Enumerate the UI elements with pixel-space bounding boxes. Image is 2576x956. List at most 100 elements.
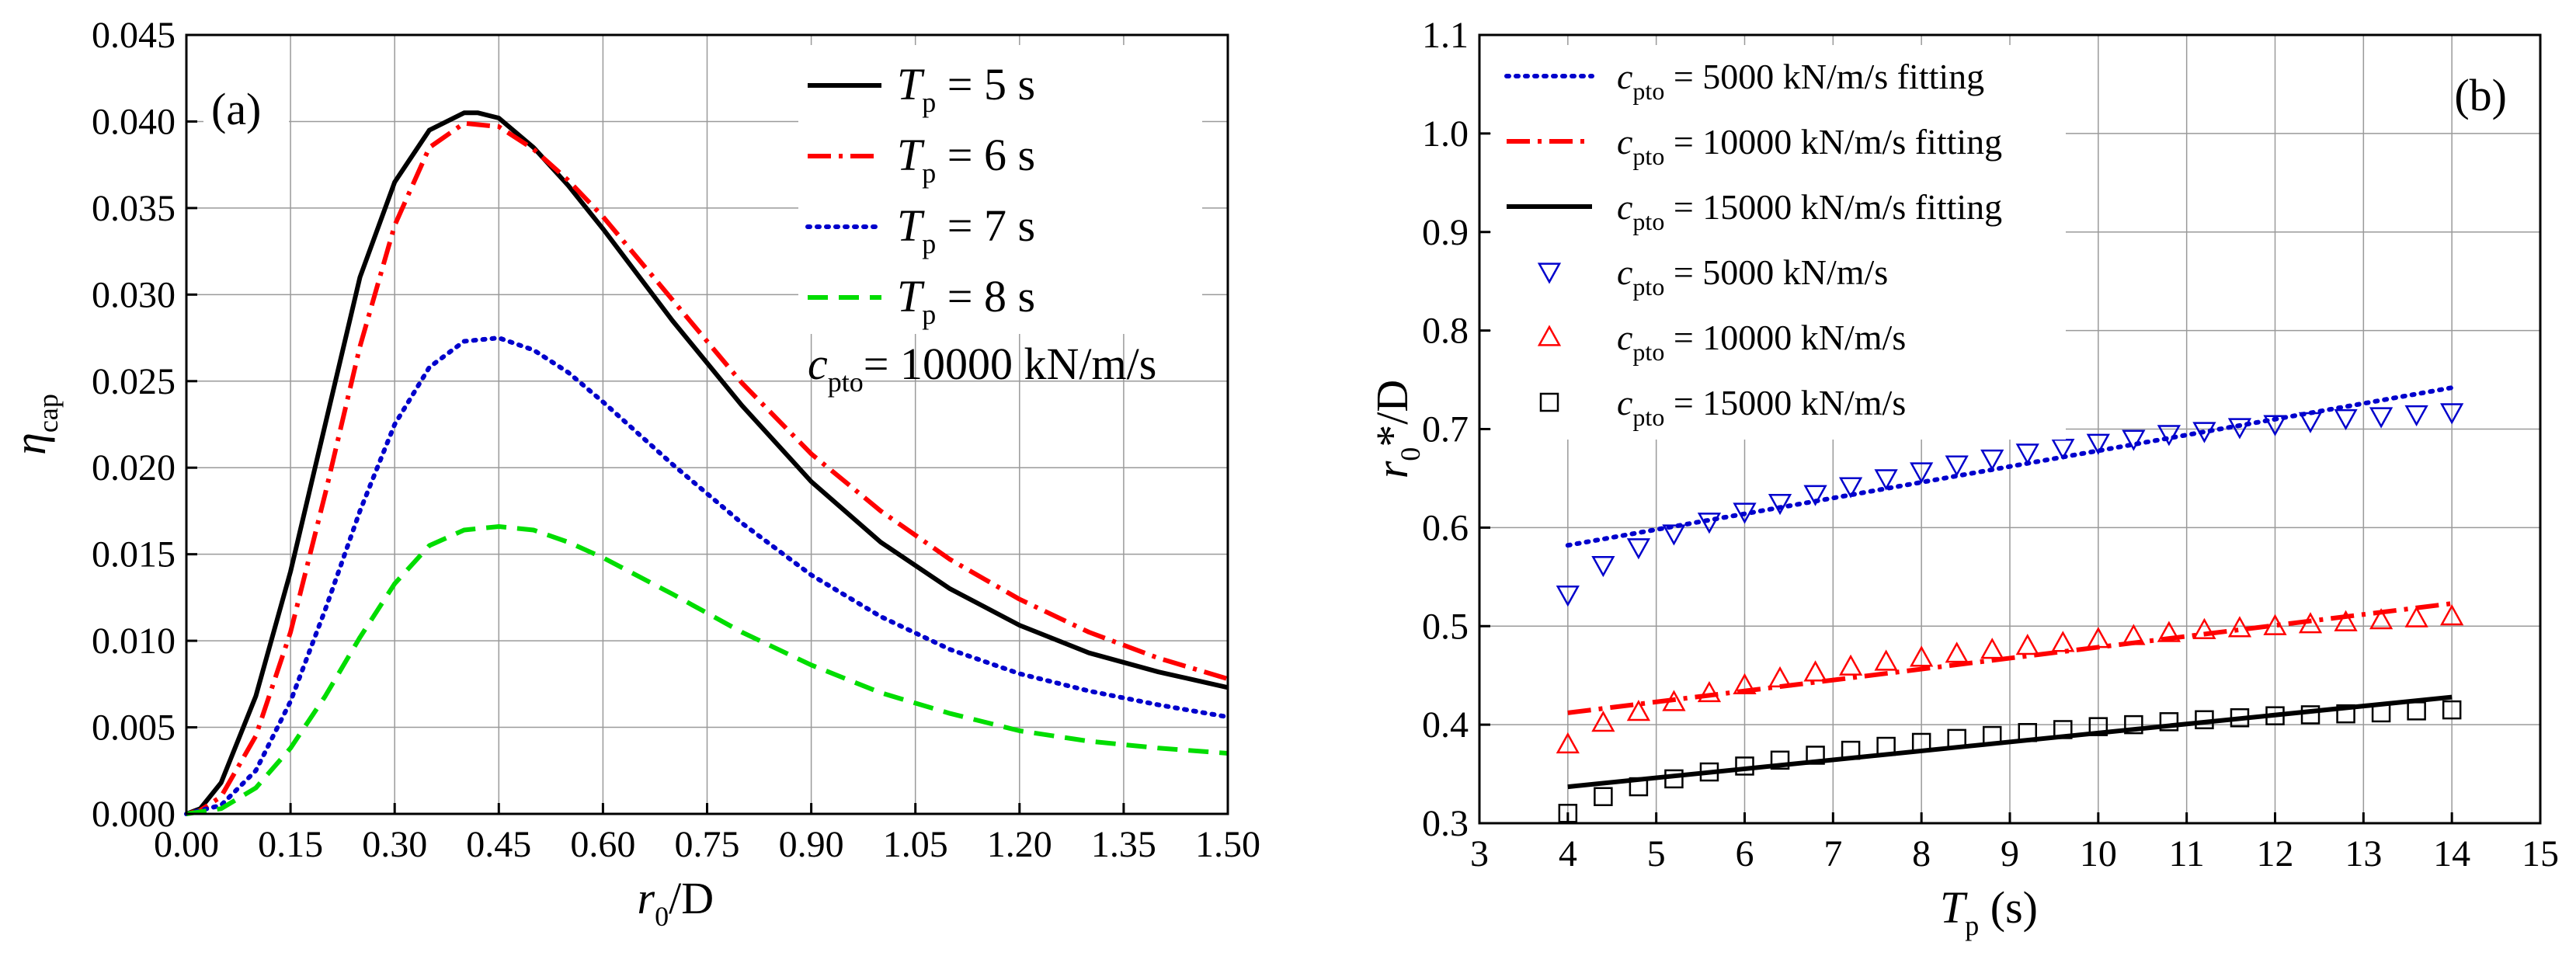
scatter-point xyxy=(2124,714,2143,735)
scatter-point xyxy=(1803,485,1827,506)
scatter-point xyxy=(2298,612,2323,634)
series-line xyxy=(186,524,1229,816)
legend-marker xyxy=(1537,325,1562,346)
scatter-point xyxy=(1945,641,1969,663)
scatter-point xyxy=(2334,408,2358,431)
scatter-point xyxy=(2227,616,2252,638)
scatter-point xyxy=(2192,617,2216,639)
scatter-point xyxy=(2051,631,2075,652)
scatter-point xyxy=(2440,603,2464,626)
x-tick-label: 1.20 xyxy=(987,824,1052,865)
scatter-point xyxy=(2407,701,2426,721)
y-tick-label: 0.000 xyxy=(92,794,176,835)
x-tick-label: 0.00 xyxy=(154,824,219,865)
x-tick-label: 5 xyxy=(1647,833,1666,874)
scatter-point xyxy=(2334,610,2358,631)
panel-label: (a) xyxy=(211,84,261,134)
scatter-point xyxy=(2336,704,2355,724)
x-tick-label: 0.30 xyxy=(362,824,427,865)
scatter-point xyxy=(1945,455,1969,477)
scatter-point xyxy=(1911,732,1931,753)
scatter-point xyxy=(1594,787,1613,806)
scatter-point xyxy=(1733,673,1757,695)
scatter-point xyxy=(1733,502,1757,524)
scatter-point xyxy=(2086,433,2110,455)
legend-box xyxy=(798,45,1202,334)
scatter-point xyxy=(1806,746,1825,765)
scatter-point xyxy=(2298,412,2323,433)
legend-label: Tp = 5 s xyxy=(897,59,1035,118)
scatter-point xyxy=(1770,750,1790,770)
y-tick-label: 0.040 xyxy=(92,101,176,142)
x-tick-label: 14 xyxy=(2433,833,2470,874)
scatter-point xyxy=(1556,586,1580,607)
scatter-point xyxy=(2300,705,2320,725)
x-tick-label: 8 xyxy=(1912,833,1931,874)
plot-frame xyxy=(1478,33,2542,825)
scatter-point xyxy=(2051,438,2075,461)
panel-label: (b) xyxy=(2454,70,2507,120)
y-tick-label: 0.8 xyxy=(1422,311,1469,352)
y-axis-label: r0*/D xyxy=(1367,380,1426,479)
scatter-point xyxy=(1982,725,2002,746)
scatter-point xyxy=(1556,732,1580,754)
y-tick-label: 0.010 xyxy=(92,621,176,662)
x-tick-label: 1.50 xyxy=(1195,824,1260,865)
scatter-point xyxy=(2371,703,2391,723)
y-tick-label: 0.035 xyxy=(92,188,176,229)
scatter-point xyxy=(1662,524,1686,546)
x-tick-label: 6 xyxy=(1736,833,1754,874)
scatter-point xyxy=(2086,627,2110,648)
legend-label: cpto = 15000 kN/m/s fitting xyxy=(1617,187,2002,235)
x-tick-label: 13 xyxy=(2345,833,2382,874)
legend-label: Tp = 6 s xyxy=(897,130,1035,189)
series-line xyxy=(184,335,1230,816)
scatter-point xyxy=(1980,638,2004,659)
annotation-label: cpto= 10000 kN/m/s xyxy=(808,339,1156,398)
scatter-point xyxy=(2088,717,2108,736)
series-line xyxy=(186,120,1229,816)
y-tick-label: 0.045 xyxy=(92,15,176,56)
scatter-point xyxy=(2263,415,2287,436)
scatter-point xyxy=(1768,494,1792,516)
x-tick-label: 15 xyxy=(2522,833,2559,874)
x-tick-label: 0.15 xyxy=(258,824,323,865)
plot-frame xyxy=(185,33,1229,815)
scatter-point xyxy=(2265,706,2285,725)
scatter-point xyxy=(2369,407,2393,429)
scatter-point xyxy=(1558,804,1578,823)
scatter-point xyxy=(2015,634,2039,655)
scatter-point xyxy=(2018,723,2038,742)
scatter-point xyxy=(1910,645,1934,667)
scatter-point xyxy=(1591,555,1615,578)
scatter-point xyxy=(2157,425,2181,447)
scatter-point xyxy=(1947,728,1966,749)
y-tick-label: 0.9 xyxy=(1422,212,1469,253)
series-line xyxy=(185,110,1229,816)
chart-panel-b: 3 4 5 6 7 8 9 10 11 12 13 14 15 0.3 0.4 0.5 0.6 0.7 0.8 0.9… xyxy=(1367,15,2559,941)
x-tick-label: 0.90 xyxy=(779,824,844,865)
x-tick-label: 12 xyxy=(2257,833,2294,874)
y-tick-label: 0.025 xyxy=(92,361,176,402)
scatter-point xyxy=(1874,469,1898,491)
scatter-point xyxy=(2159,712,2179,732)
scatter-point xyxy=(1699,762,1719,782)
y-tick-label: 1.1 xyxy=(1422,15,1469,56)
scatter-point xyxy=(2157,621,2181,642)
x-tick-label: 4 xyxy=(1559,833,1577,874)
scatter-point xyxy=(2122,624,2146,645)
y-tick-label: 0.030 xyxy=(92,274,176,315)
y-tick-label: 0.015 xyxy=(92,534,176,575)
scatter-point xyxy=(1980,449,2004,471)
x-tick-label: 1.05 xyxy=(883,824,948,865)
scatter-point xyxy=(1697,680,1722,703)
panel-label-bg xyxy=(203,87,289,135)
x-axis-label: Tp (s) xyxy=(1940,882,2038,941)
scatter-point xyxy=(1697,513,1722,534)
scatter-point xyxy=(1803,660,1827,682)
legend-label: Tp = 8 s xyxy=(897,271,1035,330)
x-tick-label: 7 xyxy=(1823,833,1842,874)
x-tick-label: 1.35 xyxy=(1091,824,1156,865)
x-tick-label: 9 xyxy=(2001,833,2019,874)
